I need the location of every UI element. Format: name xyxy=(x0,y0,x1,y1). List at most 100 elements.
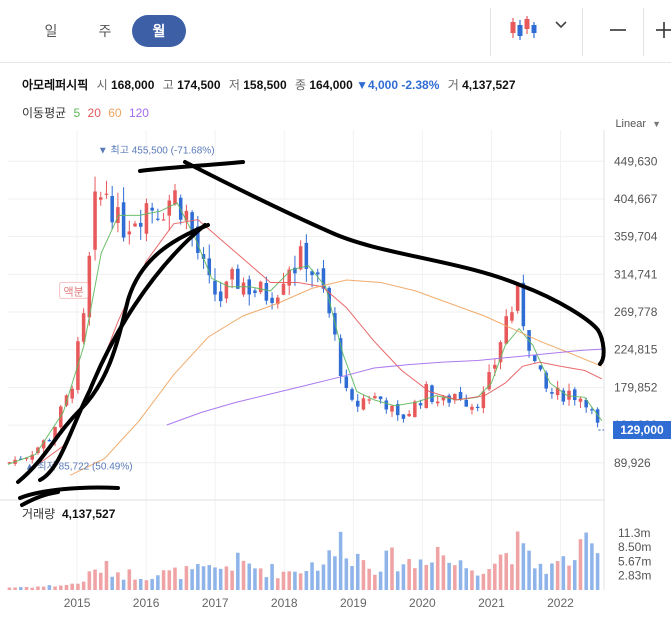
y-tick-label: 89,926 xyxy=(614,456,651,470)
ma-line-ma60 xyxy=(69,279,603,476)
candle-body xyxy=(578,398,583,402)
volume-bar xyxy=(544,573,548,590)
candle-body xyxy=(30,454,34,460)
candle-body xyxy=(270,297,274,303)
chevron-down-icon: ▼ xyxy=(652,119,661,129)
drawn-stroke xyxy=(20,490,60,507)
candle-body xyxy=(584,399,588,408)
volume-bar xyxy=(30,587,34,590)
candle-body xyxy=(390,405,394,412)
candle-body xyxy=(196,226,200,253)
volume-bar xyxy=(190,569,194,590)
ma-line-ma5 xyxy=(7,202,603,465)
candle-body xyxy=(464,399,469,407)
candle-body xyxy=(521,282,526,327)
candle-body xyxy=(173,190,177,205)
volume-bar xyxy=(555,561,560,590)
candle-body xyxy=(418,403,423,406)
volume-bar xyxy=(59,585,63,590)
y-tick-label: 269,778 xyxy=(614,305,658,319)
x-tick-label: 2018 xyxy=(271,596,298,610)
y-tick-label: 179,852 xyxy=(614,380,658,394)
volume-bar xyxy=(384,550,389,590)
volume-bar xyxy=(110,576,114,590)
tab-monthly[interactable]: 월 xyxy=(132,15,186,47)
x-tick-label: 2022 xyxy=(547,596,574,610)
volume-bar xyxy=(133,579,137,590)
candle-body xyxy=(7,462,12,464)
zoom-out-icon[interactable] xyxy=(608,20,628,40)
volume-title: 거래량 xyxy=(22,507,55,521)
volume-bar xyxy=(430,562,434,590)
volume-bar xyxy=(475,575,480,590)
volume-value-top: 4,137,527 xyxy=(462,78,516,92)
volume-bar xyxy=(121,579,126,590)
volume-bar xyxy=(178,579,183,590)
candle-body xyxy=(213,280,217,295)
tab-daily[interactable]: 일 xyxy=(44,23,58,39)
candle-body xyxy=(121,202,126,238)
volume-bar xyxy=(276,578,280,590)
candle-body xyxy=(515,285,520,311)
volume-bar xyxy=(19,587,23,590)
drawn-stroke xyxy=(18,485,120,500)
toolbar-divider xyxy=(643,8,644,56)
volume-label-short: 거 xyxy=(447,78,459,92)
candle-body xyxy=(441,397,446,401)
volume-bar xyxy=(81,581,86,590)
candle-body xyxy=(533,355,537,362)
moving-average-legend[interactable]: 이동평균 5 20 60 120 xyxy=(22,104,149,121)
volume-bar xyxy=(138,578,143,590)
candle-body xyxy=(281,283,286,295)
scale-selector[interactable]: Linear ▼ xyxy=(615,118,661,130)
volume-bar xyxy=(327,550,331,590)
y-tick-label: 314,741 xyxy=(614,267,658,281)
volume-tick-label: 2.83m xyxy=(618,569,651,583)
candle-body xyxy=(595,409,600,423)
candle-body xyxy=(544,372,548,389)
candle-body xyxy=(447,395,451,403)
close-value: 164,000 xyxy=(309,78,353,92)
volume-bar xyxy=(213,567,217,590)
volume-bar xyxy=(241,560,246,590)
volume-bar xyxy=(7,587,12,590)
volume-bar xyxy=(287,571,291,590)
volume-bar xyxy=(93,569,97,590)
candle-body xyxy=(424,384,429,409)
candle-body xyxy=(550,392,554,394)
candle-body xyxy=(510,312,514,321)
candle-body xyxy=(567,390,571,400)
change-value: 4,000 xyxy=(367,78,399,92)
candle-body xyxy=(104,193,109,195)
volume-bar xyxy=(550,563,554,590)
volume-bar xyxy=(527,550,531,590)
candlestick-icon[interactable] xyxy=(508,14,538,42)
ma-label: 이동평균 xyxy=(22,106,67,120)
candle-body xyxy=(555,387,560,396)
candle-body xyxy=(367,399,371,401)
volume-bar xyxy=(470,570,474,590)
volume-bar xyxy=(144,580,149,590)
candle-body xyxy=(338,338,343,377)
low-value: 158,500 xyxy=(243,78,287,92)
y-tick-label: 359,704 xyxy=(614,230,658,244)
volume-bar xyxy=(224,566,229,590)
volume-tick-label: 8.50m xyxy=(618,540,651,554)
tab-weekly[interactable]: 주 xyxy=(98,23,112,39)
split-annotation: 액분 xyxy=(63,285,83,298)
zoom-in-icon[interactable] xyxy=(654,20,671,40)
volume-bar xyxy=(464,568,469,590)
volume-bar xyxy=(561,556,566,590)
volume-bar xyxy=(595,553,600,590)
volume-bar xyxy=(156,575,160,590)
candle-body xyxy=(87,255,92,318)
stock-name: 아모레퍼시픽 xyxy=(22,78,89,92)
volume-bar xyxy=(150,578,154,590)
price-summary: 아모레퍼시픽 시 168,000 고 174,500 저 158,500 종 1… xyxy=(22,76,516,93)
volume-bar xyxy=(533,568,537,590)
chevron-down-icon[interactable] xyxy=(554,20,568,30)
volume-bar xyxy=(24,586,29,590)
volume-bar xyxy=(584,532,588,590)
volume-bar xyxy=(481,573,486,590)
